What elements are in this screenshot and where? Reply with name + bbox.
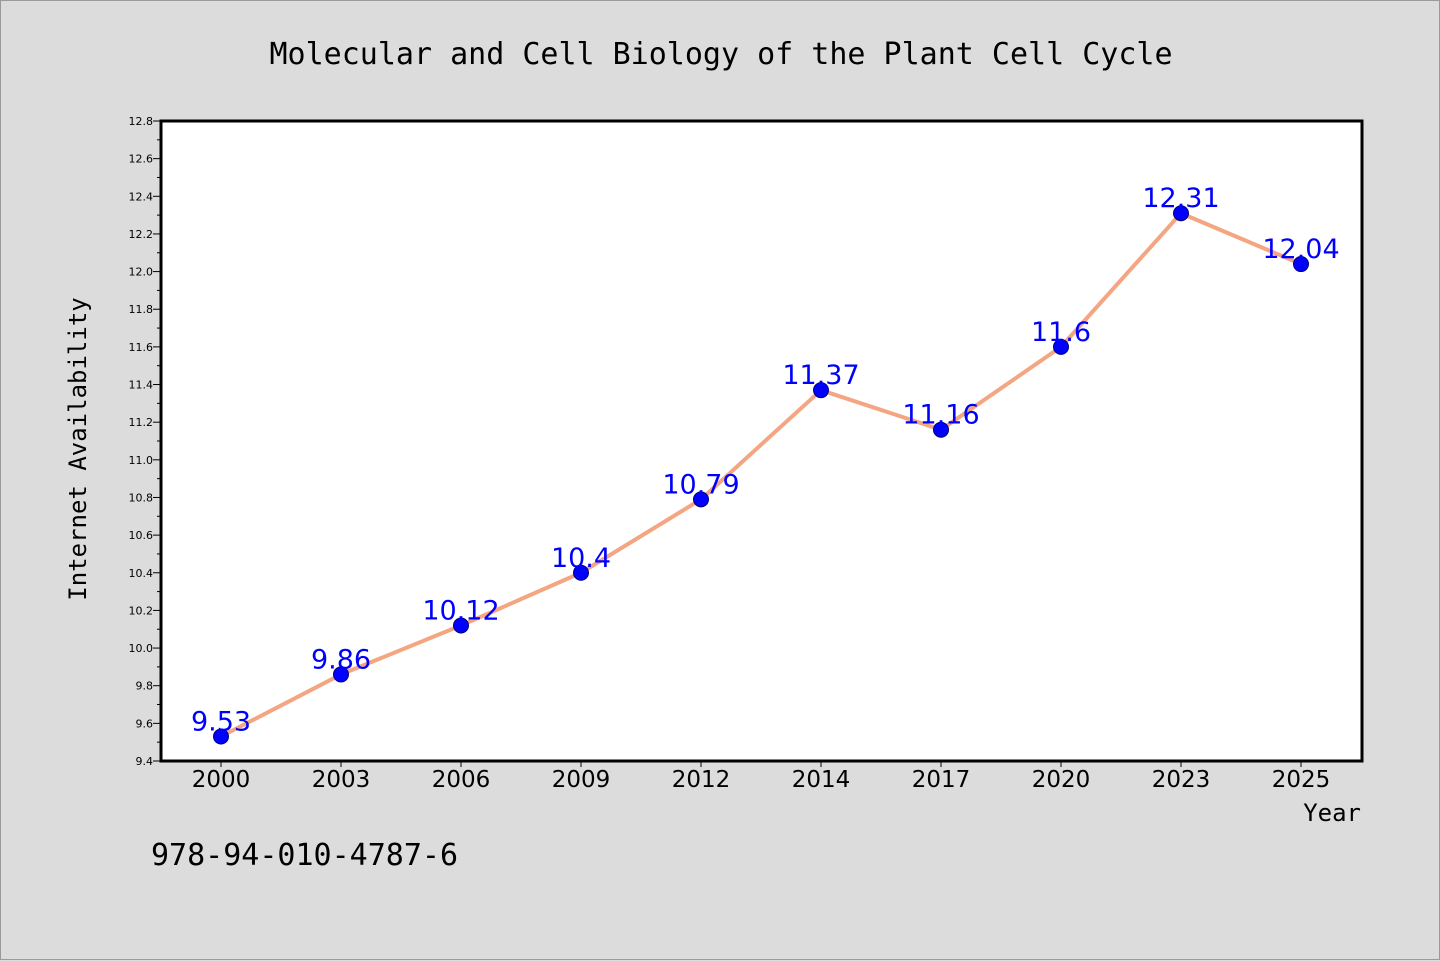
- x-tick-label: 2017: [912, 767, 971, 793]
- y-tick-label: 10.8: [129, 491, 154, 504]
- y-tick-label: 12.2: [129, 228, 154, 241]
- y-tick-label: 12.4: [129, 190, 154, 203]
- data-label: 11.37: [782, 360, 859, 391]
- y-tick-label: 12.0: [129, 266, 154, 279]
- data-label: 10.4: [551, 543, 611, 574]
- x-tick-label: 2020: [1032, 767, 1091, 793]
- series-line: [220, 211, 1302, 739]
- y-tick-label: 11.8: [129, 303, 154, 316]
- data-labels: 9.53 9.86 10.12 10.4 10.79 11.37 11.16 11.6 12.3…: [191, 183, 1340, 737]
- y-tick-label: 10.2: [129, 604, 154, 617]
- y-tick-label: 11.6: [129, 341, 154, 354]
- y-tick-label: 9.6: [136, 717, 154, 730]
- x-tick-label: 2009: [552, 767, 611, 793]
- x-tick-label: 2003: [312, 767, 371, 793]
- y-tick-label: 11.0: [129, 454, 154, 467]
- data-point: [933, 421, 949, 438]
- x-tick-label: 2023: [1152, 767, 1211, 793]
- y-tick-label: 11.2: [129, 416, 154, 429]
- x-tick-label: 2006: [432, 767, 491, 793]
- y-axis-label: Internet Availability: [64, 297, 92, 600]
- x-tick-label: 2012: [672, 767, 731, 793]
- data-point: [1293, 256, 1309, 273]
- chart-title: Molecular and Cell Biology of the Plant …: [269, 37, 1172, 72]
- data-point: [333, 666, 349, 683]
- data-label: 10.12: [422, 595, 499, 626]
- x-tick-label: 2014: [792, 767, 851, 793]
- y-tick-label: 12.8: [129, 115, 154, 128]
- data-point: [693, 491, 709, 508]
- y-tick-label: 9.4: [136, 755, 154, 768]
- y-tick-label: 10.4: [129, 567, 154, 580]
- data-point: [813, 382, 829, 399]
- y-axis: 9.4 9.6 9.8 10.0 10.2 10.4 10.6 10.8 11.0 11.2 11.…: [129, 115, 161, 768]
- data-label: 11.6: [1031, 317, 1091, 348]
- footer-code: 978-94-010-4787-6: [151, 838, 458, 873]
- plot-frame: [159, 119, 1364, 763]
- y-tick-label: 9.8: [136, 680, 154, 693]
- y-tick-label: 10.0: [129, 642, 154, 655]
- data-label: 11.16: [902, 400, 979, 431]
- data-label: 9.53: [191, 707, 251, 738]
- data-point: [1173, 205, 1189, 222]
- data-label: 9.86: [311, 644, 371, 675]
- y-tick-label: 10.6: [129, 529, 154, 542]
- y-tick-label: 11.4: [129, 379, 154, 392]
- plot-area: [161, 121, 1362, 761]
- data-point: [213, 728, 229, 745]
- data-markers: [213, 205, 1309, 745]
- x-axis-label: Year: [1303, 799, 1361, 827]
- x-tick-label: 2000: [192, 767, 251, 793]
- data-label: 12.31: [1142, 183, 1219, 214]
- data-label: 10.79: [662, 469, 739, 500]
- x-axis: 2000 2003 2006 2009 2012 2014 2017 2020 2023 2025: [192, 761, 1331, 793]
- data-point: [573, 564, 589, 581]
- data-point: [1053, 338, 1069, 355]
- data-label: 12.04: [1262, 234, 1339, 265]
- data-point: [453, 617, 469, 634]
- y-tick-label: 12.6: [129, 153, 154, 166]
- x-tick-label: 2025: [1272, 767, 1331, 793]
